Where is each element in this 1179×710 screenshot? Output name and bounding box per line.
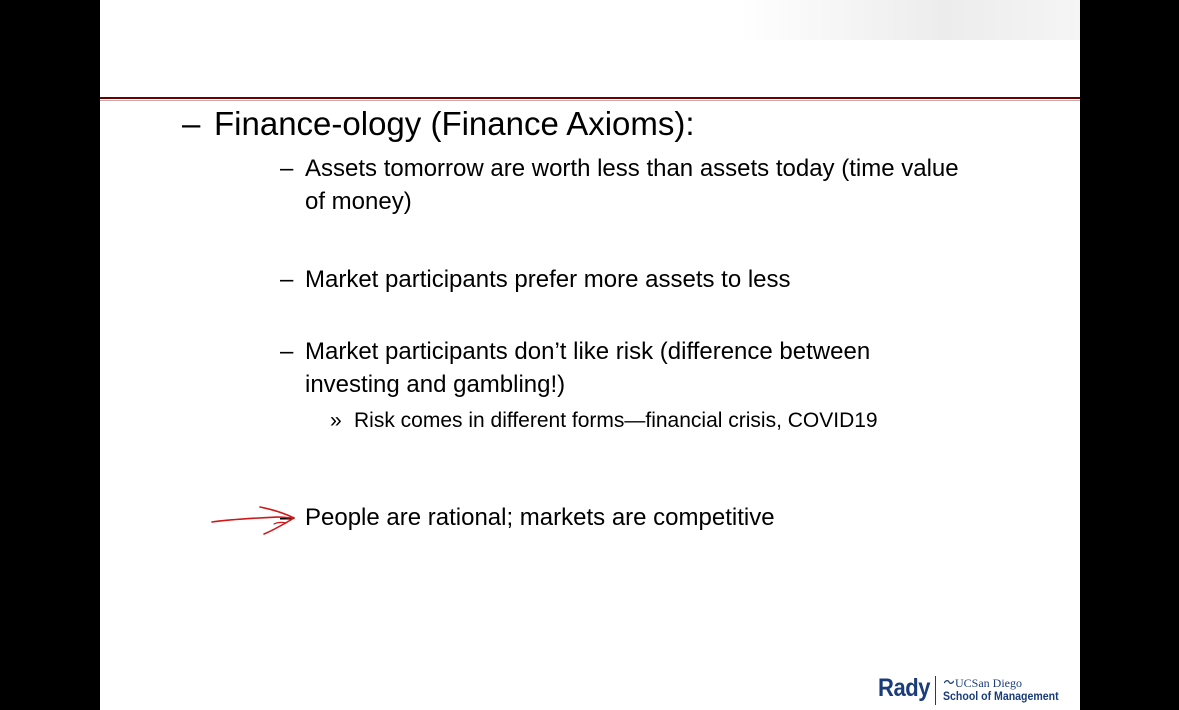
slide: – Finance-ology (Finance Axioms): – Asse… <box>100 0 1080 710</box>
header-rule <box>100 97 1080 99</box>
bullet-1-line-2: of money) <box>305 188 412 215</box>
header-rule-shadow <box>100 100 1080 101</box>
bullet-3-dash: – <box>280 338 294 365</box>
sub-bullet-text: Risk comes in different forms—financial … <box>354 409 878 432</box>
bullet-2-line-1: Market participants prefer more assets t… <box>305 266 791 293</box>
top-glare <box>740 0 1080 40</box>
bullet-2-dash: – <box>280 266 294 293</box>
bullet-4-line-1: People are rational; markets are competi… <box>305 504 775 531</box>
rady-school-logo: Rady UCSan Diego School of Management <box>878 672 1059 710</box>
bullet-1-line-1: Assets tomorrow are worth less than asse… <box>305 155 959 182</box>
bullet-1-dash: – <box>280 155 294 182</box>
sub-bullet-marker: » <box>330 409 342 432</box>
logo-ucsd-text: UCSan Diego <box>955 676 1022 690</box>
bullet-3-line-1: Market participants don’t like risk (dif… <box>305 338 871 365</box>
heading-dash: – <box>182 105 201 142</box>
ucsd-wave-icon <box>944 680 954 684</box>
bullet-3-line-2: investing and gambling!) <box>305 371 566 398</box>
logo-separator <box>935 676 936 705</box>
logo-school-text: School of Management <box>943 689 1059 703</box>
slide-heading: Finance-ology (Finance Axioms): <box>214 105 695 142</box>
red-hand-drawn-arrow-icon <box>211 506 295 535</box>
logo-rady-text: Rady <box>878 674 931 702</box>
